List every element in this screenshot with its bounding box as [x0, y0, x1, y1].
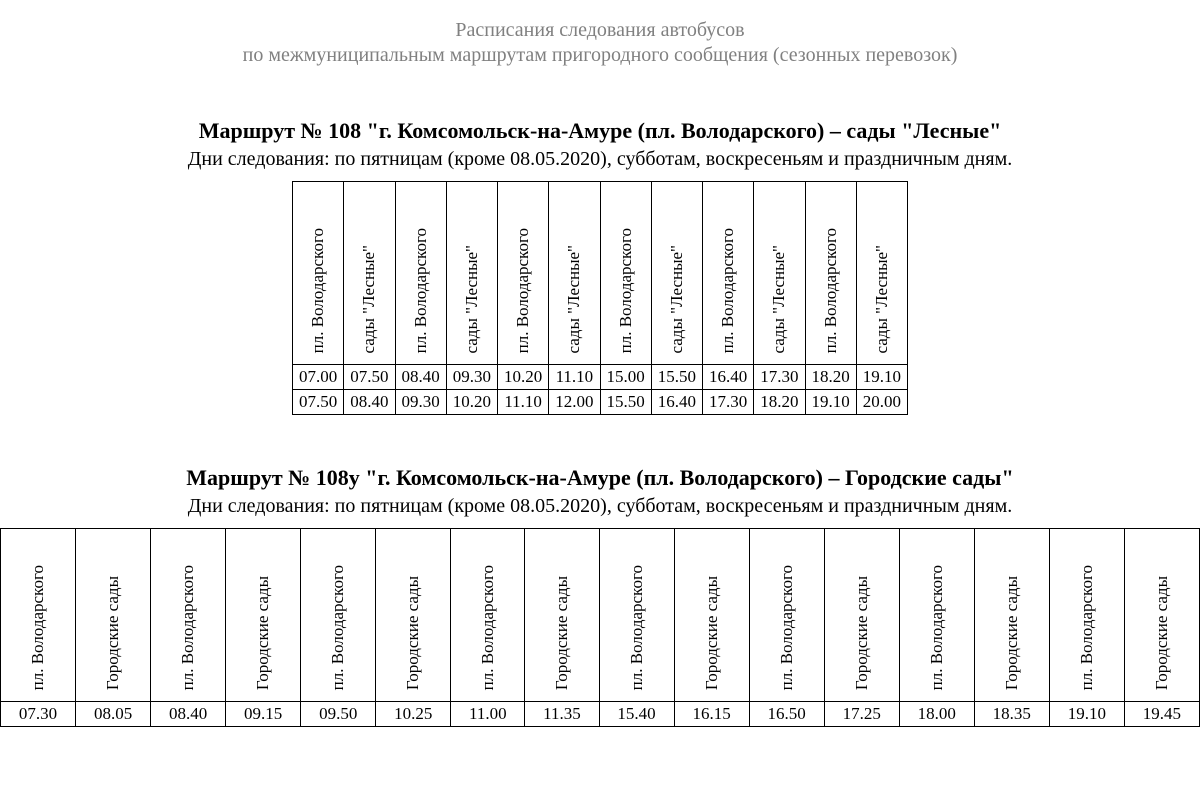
col-header: пл. Володарского [498, 182, 549, 365]
col-header: Городские сады [376, 529, 451, 702]
cell: 16.40 [703, 365, 754, 390]
col-header: пл. Володарского [899, 529, 974, 702]
cell: 08.05 [76, 702, 151, 727]
cell: 15.00 [600, 365, 651, 390]
cell: 09.30 [446, 365, 497, 390]
cell: 10.25 [376, 702, 451, 727]
cell: 08.40 [395, 365, 446, 390]
cell: 09.30 [395, 390, 446, 415]
cell: 18.35 [974, 702, 1049, 727]
col-header: сады "Лесные" [344, 182, 395, 365]
cell: 11.10 [498, 390, 549, 415]
col-header: пл. Володарского [1049, 529, 1124, 702]
cell: 10.20 [446, 390, 497, 415]
cell: 07.50 [293, 390, 344, 415]
col-header: пл. Володарского [599, 529, 674, 702]
col-header: сады "Лесные" [754, 182, 805, 365]
cell: 11.10 [549, 365, 600, 390]
cell: 07.00 [293, 365, 344, 390]
cell: 16.50 [749, 702, 824, 727]
cell: 11.00 [451, 702, 525, 727]
col-header: сады "Лесные" [651, 182, 702, 365]
col-header: Городские сады [974, 529, 1049, 702]
cell: 07.30 [1, 702, 76, 727]
col-header: пл. Володарского [151, 529, 226, 702]
cell: 18.20 [805, 365, 856, 390]
route-days: Дни следования: по пятницам (кроме 08.05… [0, 495, 1200, 518]
table-row: 07.50 08.40 09.30 10.20 11.10 12.00 15.5… [293, 390, 908, 415]
cell: 18.00 [899, 702, 974, 727]
route-title: Маршрут № 108у "г. Комсомольск-на-Амуре … [0, 465, 1200, 491]
col-header: Городские сады [824, 529, 899, 702]
table-header-row: пл. Володарского Городские сады пл. Воло… [1, 529, 1200, 702]
cell: 08.40 [151, 702, 226, 727]
col-header: пл. Володарского [805, 182, 856, 365]
col-header: сады "Лесные" [446, 182, 497, 365]
cell: 16.15 [674, 702, 749, 727]
table-row: 07.30 08.05 08.40 09.15 09.50 10.25 11.0… [1, 702, 1200, 727]
cell: 17.30 [754, 365, 805, 390]
col-header: Городские сады [1124, 529, 1199, 702]
cell: 16.40 [651, 390, 702, 415]
col-header: пл. Володарского [293, 182, 344, 365]
cell: 17.30 [703, 390, 754, 415]
cell: 15.40 [599, 702, 674, 727]
table-header-row: пл. Володарского сады "Лесные" пл. Волод… [293, 182, 908, 365]
schedule-table-108: пл. Володарского сады "Лесные" пл. Волод… [292, 181, 908, 415]
col-header: Городские сады [226, 529, 301, 702]
cell: 10.20 [498, 365, 549, 390]
document-header: Расписания следования автобусов по межму… [0, 18, 1200, 68]
cell: 20.00 [856, 390, 907, 415]
cell: 15.50 [651, 365, 702, 390]
route-title: Маршрут № 108 "г. Комсомольск-на-Амуре (… [0, 118, 1200, 144]
cell: 19.45 [1124, 702, 1199, 727]
col-header: сады "Лесные" [856, 182, 907, 365]
col-header: пл. Володарского [301, 529, 376, 702]
col-header: Городские сады [76, 529, 151, 702]
col-header: пл. Володарского [703, 182, 754, 365]
col-header: пл. Володарского [1, 529, 76, 702]
cell: 19.10 [805, 390, 856, 415]
cell: 15.50 [600, 390, 651, 415]
document-header-line1: Расписания следования автобусов [0, 18, 1200, 43]
col-header: пл. Володарского [395, 182, 446, 365]
cell: 17.25 [824, 702, 899, 727]
cell: 09.50 [301, 702, 376, 727]
col-header: сады "Лесные" [549, 182, 600, 365]
cell: 07.50 [344, 365, 395, 390]
col-header: пл. Володарского [749, 529, 824, 702]
cell: 11.35 [525, 702, 599, 727]
cell: 18.20 [754, 390, 805, 415]
route-days: Дни следования: по пятницам (кроме 08.05… [0, 148, 1200, 171]
cell: 09.15 [226, 702, 301, 727]
cell: 19.10 [1049, 702, 1124, 727]
cell: 08.40 [344, 390, 395, 415]
route-block-108: Маршрут № 108 "г. Комсомольск-на-Амуре (… [0, 118, 1200, 415]
route-block-108u: Маршрут № 108у "г. Комсомольск-на-Амуре … [0, 465, 1200, 727]
col-header: Городские сады [525, 529, 599, 702]
col-header: пл. Володарского [600, 182, 651, 365]
document-header-line2: по межмуниципальным маршрутам пригородно… [0, 43, 1200, 68]
col-header: пл. Володарского [451, 529, 525, 702]
cell: 12.00 [549, 390, 600, 415]
cell: 19.10 [856, 365, 907, 390]
schedule-table-108u: пл. Володарского Городские сады пл. Воло… [0, 528, 1200, 727]
col-header: Городские сады [674, 529, 749, 702]
table-row: 07.00 07.50 08.40 09.30 10.20 11.10 15.0… [293, 365, 908, 390]
